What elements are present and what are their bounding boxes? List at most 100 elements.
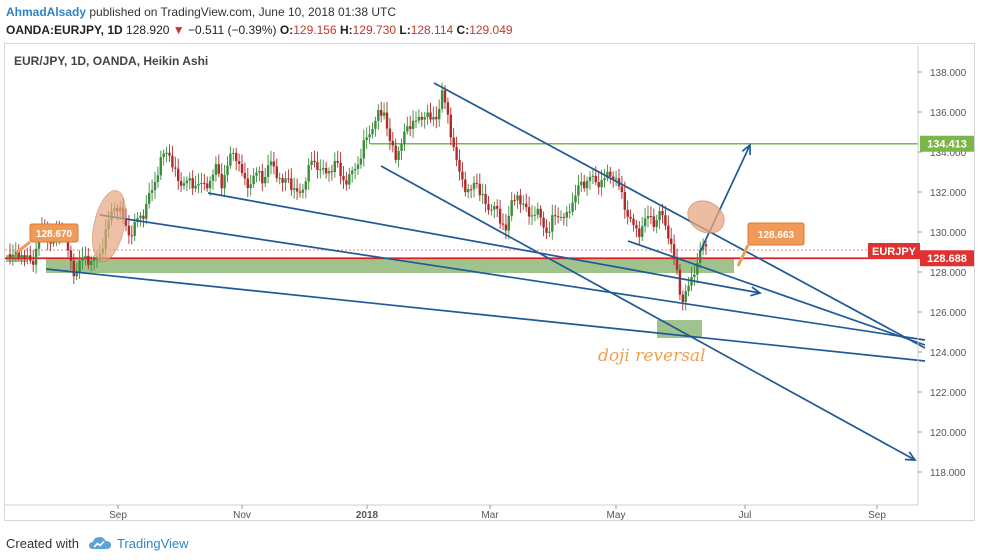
- candle-down: [464, 179, 467, 193]
- candle-up: [197, 184, 200, 186]
- candle-up: [249, 184, 252, 189]
- price-tick-label: 130.000: [930, 228, 967, 239]
- chart-header: AhmadAlsady published on TradingView.com…: [0, 0, 981, 40]
- candle-up: [588, 176, 592, 181]
- candle-up: [353, 168, 357, 171]
- candle-down: [443, 90, 447, 103]
- candle-up: [188, 178, 191, 181]
- candle-up: [406, 126, 409, 132]
- candle-down: [446, 102, 450, 115]
- candle-up: [34, 248, 38, 265]
- candle-down: [23, 255, 26, 258]
- candle-down: [409, 126, 412, 129]
- candle-up: [37, 238, 41, 249]
- candle-down: [469, 189, 473, 191]
- price-callout-left: [29, 223, 79, 243]
- candle-up: [655, 220, 658, 228]
- candle-up: [423, 117, 426, 120]
- candle-down: [191, 178, 194, 189]
- candle-down: [240, 163, 244, 174]
- last-price-badge: [920, 250, 974, 267]
- candle-down: [449, 114, 452, 138]
- arrowhead-icon: [741, 143, 751, 156]
- candle-down: [246, 178, 249, 189]
- candle-up: [568, 211, 571, 213]
- candle-up: [304, 181, 307, 190]
- candle-up: [516, 195, 519, 201]
- tradingview-brand-link[interactable]: TradingView: [117, 536, 189, 551]
- candle-up: [414, 120, 418, 122]
- candle-down: [667, 225, 670, 239]
- candle-down: [498, 208, 502, 224]
- candle-down: [17, 251, 20, 258]
- candle-up: [472, 182, 476, 190]
- high-label: H:: [339, 23, 353, 37]
- candle-up: [614, 178, 618, 180]
- candle-down: [124, 218, 128, 226]
- candle-down: [704, 244, 708, 247]
- candle-up: [382, 112, 386, 116]
- candle-up: [293, 188, 296, 190]
- candle-up: [266, 165, 270, 178]
- candle-up: [232, 152, 235, 154]
- price-tick-label: 126.000: [930, 308, 967, 319]
- candle-down: [452, 137, 455, 148]
- candle-up: [693, 274, 696, 278]
- candle-up: [139, 215, 142, 219]
- chart-frame[interactable]: [4, 43, 975, 521]
- candle-down: [32, 260, 35, 265]
- candle-down: [681, 294, 684, 302]
- time-tick-label: 2018: [356, 510, 379, 521]
- candle-down: [597, 182, 600, 188]
- high-value: 129.730: [352, 23, 397, 37]
- candle-up: [397, 150, 400, 160]
- trendline-upper: [433, 82, 926, 349]
- candle-up: [182, 183, 186, 186]
- price-tick-label: 120.000: [930, 428, 967, 439]
- price-chart[interactable]: 128.670 128.663 doji reversal 118.000 120.0…: [0, 0, 981, 528]
- price-callout-left-text: 128.670: [36, 229, 73, 240]
- highlight-ellipse-left: [92, 190, 126, 262]
- tradingview-cloud-icon[interactable]: [88, 535, 112, 556]
- price-tick-label: 136.000: [930, 108, 967, 119]
- author-name[interactable]: AhmadAlsady: [6, 5, 87, 19]
- candle-up: [148, 192, 151, 204]
- candle-up: [159, 157, 162, 176]
- candle-up: [530, 215, 534, 217]
- candle-down: [501, 223, 505, 225]
- candle-up: [368, 134, 371, 138]
- candle-up: [150, 190, 154, 193]
- candle-down: [313, 160, 316, 163]
- candle-up: [319, 169, 322, 171]
- candle-up: [365, 137, 368, 141]
- candle-up: [278, 178, 281, 180]
- close-label: C:: [456, 23, 470, 37]
- candle-down: [475, 182, 479, 184]
- price-callout-right-pointer: [736, 244, 750, 267]
- quote-line: OANDA:EURJPY, 1D 128.920 ▼ −0.511 (−0.39…: [6, 23, 513, 37]
- last-price-badge-text: 128.688: [927, 253, 967, 265]
- candle-down: [554, 215, 557, 217]
- candle-up: [580, 181, 583, 186]
- candle-down: [620, 186, 624, 193]
- candle-down: [380, 110, 383, 116]
- candle-down: [203, 182, 206, 184]
- candle-up: [145, 203, 148, 219]
- candle-down: [217, 164, 220, 174]
- price-tick-label: 118.000: [930, 468, 966, 479]
- candle-up: [377, 110, 380, 121]
- candle-up: [307, 164, 310, 182]
- candle-down: [66, 238, 70, 251]
- candle-up: [490, 209, 493, 211]
- candle-up: [258, 171, 261, 173]
- candle-down: [342, 176, 345, 181]
- candle-down: [8, 254, 12, 257]
- candle-down: [664, 215, 667, 226]
- candle-down: [179, 181, 183, 186]
- price-callout-left-pointer: [15, 240, 31, 255]
- candle-up: [84, 255, 87, 258]
- candle-up: [327, 171, 331, 174]
- candle-up: [348, 174, 351, 185]
- candle-down: [545, 227, 548, 233]
- annotations-layer: 128.670 128.663 doji reversal: [15, 190, 805, 366]
